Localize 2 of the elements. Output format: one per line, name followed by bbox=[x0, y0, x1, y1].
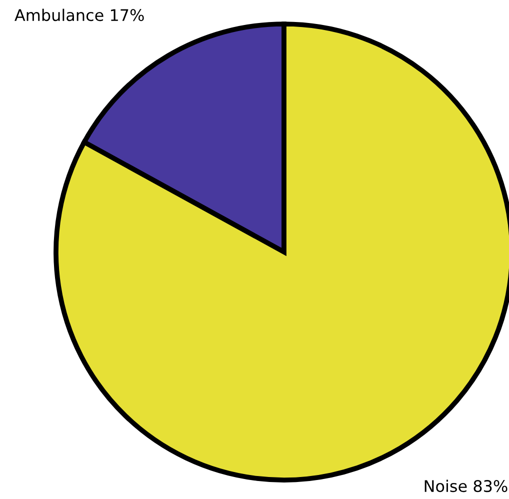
slice-label: Ambulance 17% bbox=[14, 8, 144, 22]
slice-label: Noise 83% bbox=[424, 480, 508, 492]
